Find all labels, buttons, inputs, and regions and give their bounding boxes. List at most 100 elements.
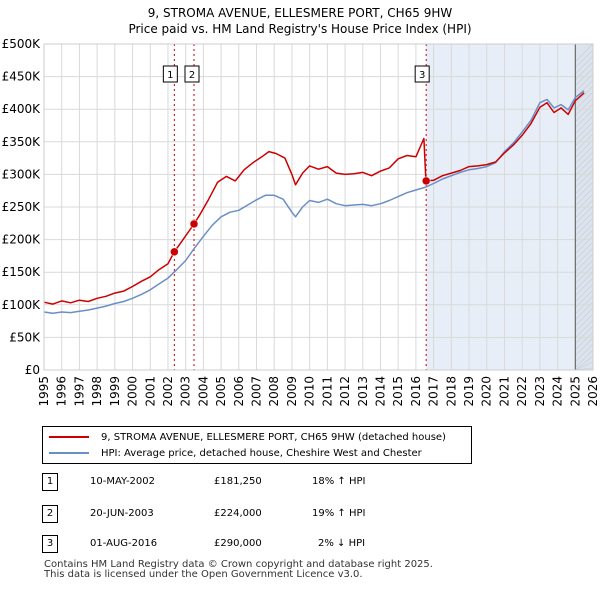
- transaction-price: £181,250: [214, 476, 262, 487]
- forecast-hatch-line: [575, 265, 594, 284]
- forecast-hatch-line: [575, 223, 594, 242]
- transaction-label: 2: [189, 70, 195, 81]
- legend-item-property: 9, STROMA AVENUE, ELLESMERE PORT, CH65 9…: [43, 429, 446, 445]
- transaction-label-box: [162, 65, 178, 83]
- forecast-hatch-line: [575, 103, 594, 122]
- x-tick-label: 2021: [497, 376, 511, 407]
- transaction-label: 1: [167, 70, 173, 81]
- transaction-hpi-change: 18% ↑ HPI: [312, 476, 366, 487]
- footer-licence: This data is licensed under the Open Gov…: [44, 569, 363, 580]
- transaction-row: 1 10-MAY-2002 £181,250 18% ↑ HPI: [42, 473, 472, 493]
- x-tick-label: 1997: [72, 376, 86, 407]
- y-tick-label: £250K: [2, 200, 42, 214]
- x-tick-label: 2013: [356, 376, 370, 407]
- x-tick-label: 2008: [267, 376, 281, 407]
- x-tick-label: 2000: [126, 376, 140, 407]
- y-tick-label: £450K: [2, 70, 42, 84]
- x-tick-label: 2011: [320, 376, 334, 407]
- x-tick-label: 2025: [568, 376, 582, 407]
- forecast-hatch-line: [575, 181, 594, 200]
- forecast-hatch-line: [575, 253, 594, 272]
- x-tick-label: 2015: [391, 376, 405, 407]
- x-tick-label: 2005: [214, 376, 228, 407]
- forecast-hatch-line: [575, 169, 594, 188]
- y-tick-label: £200K: [2, 233, 42, 247]
- price-chart: £0 £50K £100K £150K £200K £250K £300K £350K £400…: [2, 37, 600, 407]
- transaction-row: 3 01-AUG-2016 £290,000 2% ↓ HPI: [42, 535, 472, 555]
- x-tick-label: 2016: [409, 376, 423, 407]
- forecast-hatch-line: [575, 187, 594, 206]
- x-tick-label: 2023: [533, 376, 547, 407]
- x-tick-label: 2018: [444, 376, 458, 407]
- forecast-hatch-line: [575, 109, 594, 128]
- forecast-hatch-line: [575, 115, 594, 134]
- forecast-hatch-line: [575, 271, 594, 290]
- forecast-hatch-line: [575, 283, 594, 302]
- x-tick-label: 2020: [480, 376, 494, 407]
- forecast-hatch-line: [575, 151, 594, 170]
- x-tick-label: 1995: [37, 376, 51, 407]
- y-tick-label: £400K: [2, 102, 42, 116]
- x-tick-label: 2012: [338, 376, 352, 407]
- x-tick-label: 2006: [232, 376, 246, 407]
- x-tick-label: 2026: [586, 376, 600, 407]
- forecast-hatch-line: [575, 355, 594, 371]
- x-tick-label: 2002: [161, 376, 175, 407]
- plot-frame: [43, 43, 594, 371]
- forecast-hatch-line: [575, 211, 594, 230]
- x-tick-label: 2014: [373, 376, 387, 407]
- forecast-hatch-line: [575, 121, 594, 140]
- forecast-hatch-line: [575, 235, 594, 254]
- x-tick-label: 1999: [108, 376, 122, 407]
- forecast-hatch-line: [575, 337, 594, 356]
- transaction-label-box: [414, 65, 430, 83]
- forecast-hatch-line: [575, 307, 594, 326]
- forecast-hatch-line: [575, 133, 594, 152]
- forecast-hatch-line: [575, 313, 594, 332]
- transaction-hpi-change: 19% ↑ HPI: [312, 508, 366, 519]
- forecast-hatch-line: [575, 175, 594, 194]
- forecast-hatch-line: [575, 43, 594, 62]
- legend-label-property: 9, STROMA AVENUE, ELLESMERE PORT, CH65 9…: [101, 431, 446, 443]
- forecast-hatch-line: [575, 55, 594, 74]
- forecast-hatch-line: [575, 259, 594, 278]
- forecast-hatch-line: [575, 127, 594, 146]
- forecast-hatch-line: [575, 97, 594, 116]
- transaction-label: 3: [419, 70, 425, 81]
- forecast-hatch-line: [575, 145, 594, 164]
- x-tick-label: 2009: [285, 376, 299, 407]
- legend-item-hpi: HPI: Average price, detached house, Ches…: [43, 445, 422, 461]
- forecast-hatch-line: [575, 319, 594, 338]
- chart-legend: 9, STROMA AVENUE, ELLESMERE PORT, CH65 9…: [42, 426, 472, 464]
- y-tick-label: £50K: [9, 330, 41, 344]
- legend-label-hpi: HPI: Average price, detached house, Ches…: [101, 447, 422, 459]
- y-tick-label: £500K: [2, 37, 42, 51]
- y-tick-label: £300K: [2, 167, 42, 181]
- x-tick-label: 2024: [551, 376, 565, 407]
- transaction-price: £290,000: [214, 538, 262, 549]
- forecast-hatch-line: [575, 193, 594, 212]
- transaction-date: 20-JUN-2003: [90, 508, 154, 519]
- forecast-hatch-line: [575, 205, 594, 224]
- x-tick-label: 2022: [515, 376, 529, 407]
- chart-subtitle: Price paid vs. HM Land Registry's House …: [128, 22, 472, 36]
- transaction-marker: [189, 219, 199, 229]
- transaction-number-badge: 2: [42, 505, 58, 523]
- transaction-date: 10-MAY-2002: [90, 476, 156, 487]
- y-tick-label: £100K: [2, 298, 42, 312]
- transaction-date: 01-AUG-2016: [90, 538, 158, 549]
- legend-swatch-property: [49, 436, 89, 438]
- x-tick-label: 2007: [250, 376, 264, 407]
- y-tick-label: £350K: [2, 135, 42, 149]
- forecast-hatch-line: [575, 49, 594, 68]
- forecast-hatch-line: [575, 139, 594, 158]
- forecast-hatch-line: [575, 247, 594, 266]
- forecast-hatch-line: [575, 349, 594, 368]
- footer: Contains HM Land Registry data © Crown c…: [44, 560, 433, 580]
- transaction-number-badge: 3: [42, 535, 58, 553]
- transaction-price: £224,000: [214, 508, 262, 519]
- x-tick-label: 2010: [303, 376, 317, 407]
- x-tick-label: 1996: [55, 376, 69, 407]
- chart-title: 9, STROMA AVENUE, ELLESMERE PORT, CH65 9…: [147, 6, 453, 20]
